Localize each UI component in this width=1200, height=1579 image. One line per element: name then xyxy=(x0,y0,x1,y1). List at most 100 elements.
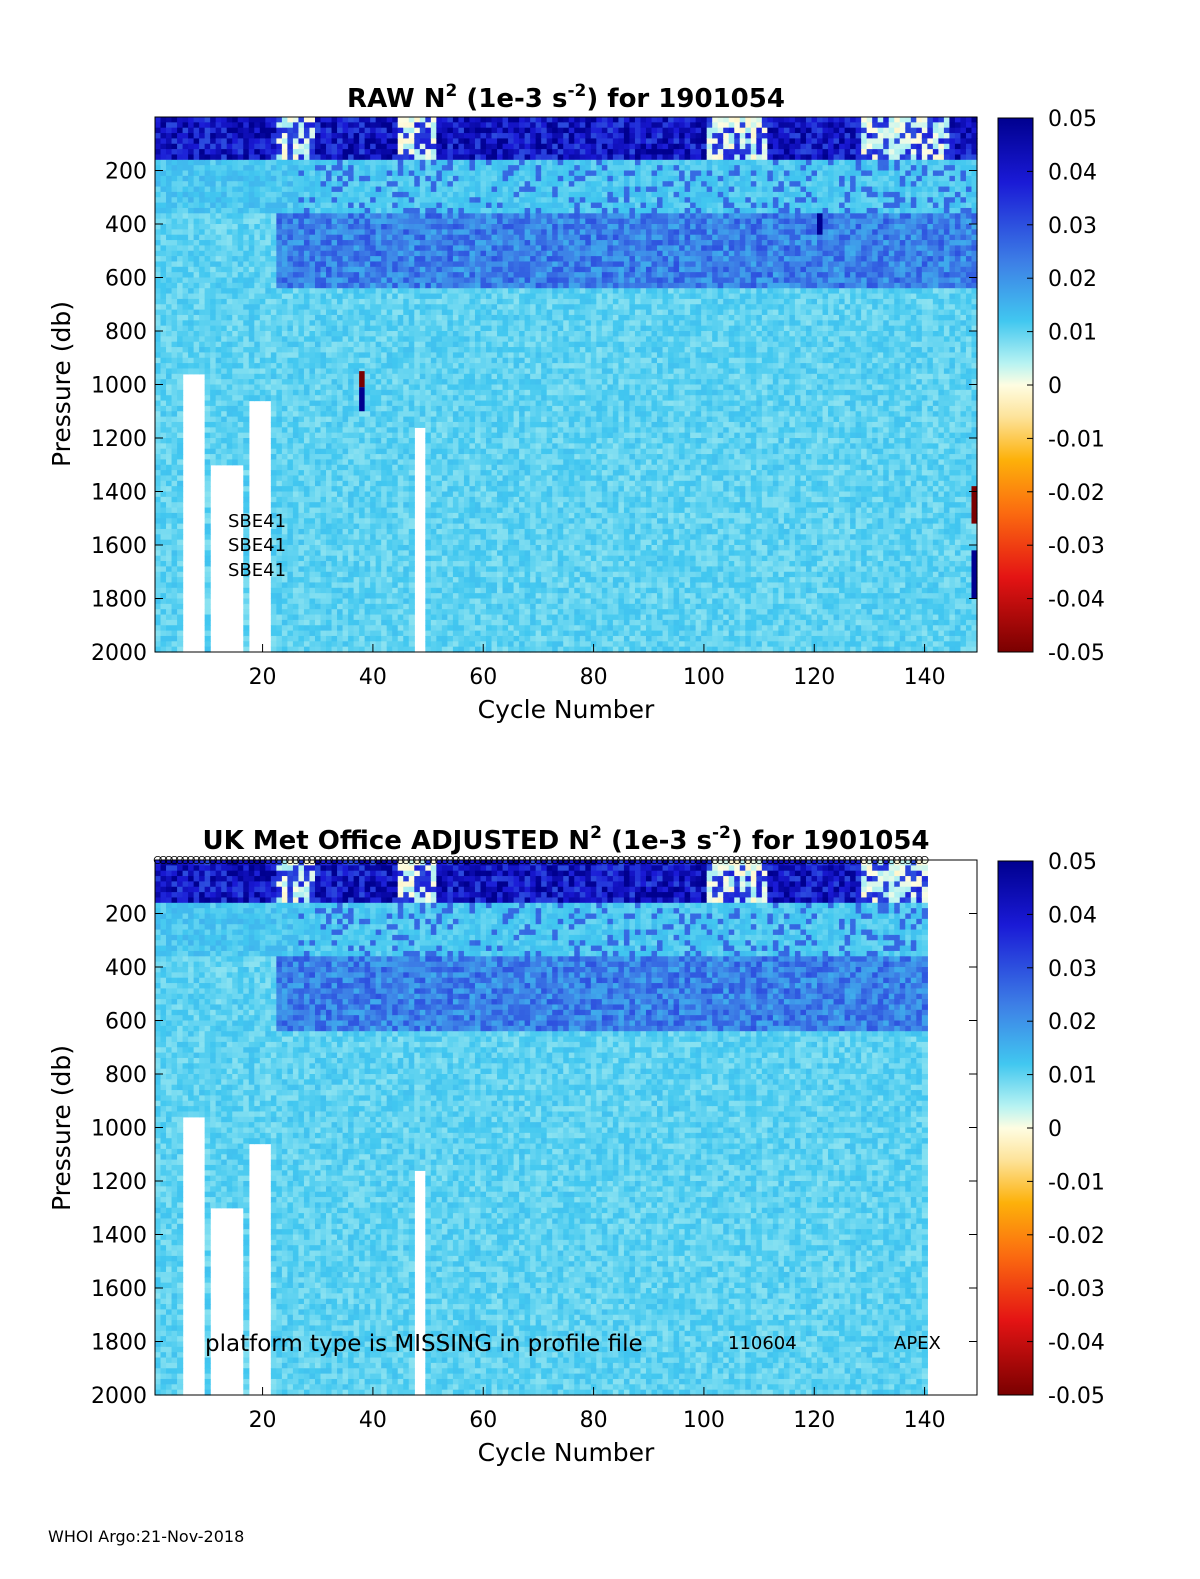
heatmap-cell xyxy=(292,277,300,284)
heatmap-cell xyxy=(199,282,206,289)
heatmap-cell xyxy=(166,154,173,161)
heatmap-cell xyxy=(281,630,289,637)
heatmap-cell xyxy=(425,405,432,412)
heatmap-cell xyxy=(447,491,454,498)
heatmap-cell xyxy=(441,240,448,246)
heatmap-cell xyxy=(188,250,195,257)
heatmap-cell xyxy=(155,486,162,493)
heatmap-cell xyxy=(270,416,277,423)
heatmap-cell xyxy=(259,293,266,300)
heatmap-cell xyxy=(458,202,465,209)
heatmap-cell xyxy=(281,432,289,439)
heatmap-cell xyxy=(386,518,393,525)
heatmap-cell xyxy=(177,357,184,364)
heatmap-cell xyxy=(375,400,382,407)
heatmap-cell xyxy=(232,432,239,439)
heatmap-cell xyxy=(430,539,437,546)
heatmap-cell xyxy=(392,159,399,166)
heatmap-cell xyxy=(397,197,404,204)
heatmap-cell xyxy=(292,266,300,273)
heatmap-cell xyxy=(177,625,184,632)
heatmap-cell xyxy=(337,154,344,161)
heatmap-cell xyxy=(265,277,272,284)
heatmap-cell xyxy=(403,614,410,621)
heatmap-cell xyxy=(364,635,371,642)
heatmap-cell xyxy=(441,416,448,423)
heatmap-cell xyxy=(458,143,465,150)
heatmap-cell xyxy=(303,191,311,198)
heatmap-cell xyxy=(177,159,184,166)
heatmap-cell xyxy=(436,389,443,396)
heatmap-cell xyxy=(425,175,432,182)
heatmap-cell xyxy=(314,619,322,626)
heatmap-cell xyxy=(381,122,388,129)
heatmap-cell xyxy=(430,229,437,236)
heatmap-cell xyxy=(177,641,184,648)
heatmap-cell xyxy=(386,325,393,332)
heatmap-cell xyxy=(265,240,272,246)
heatmap-cell xyxy=(270,341,277,348)
heatmap-cell xyxy=(353,304,360,311)
heatmap-cell xyxy=(425,443,432,450)
heatmap-cell xyxy=(160,609,167,616)
heatmap-cell xyxy=(281,400,289,407)
heatmap-cell xyxy=(375,127,382,134)
heatmap-cell xyxy=(403,325,410,332)
heatmap-cell xyxy=(364,480,371,487)
heatmap-cell xyxy=(452,331,460,337)
heatmap-cell xyxy=(375,368,382,375)
heatmap-cell xyxy=(309,379,316,386)
heatmap-cell xyxy=(281,143,289,150)
heatmap-cell xyxy=(155,539,162,546)
heatmap-cell xyxy=(436,609,443,616)
heatmap-cell xyxy=(452,577,460,584)
heatmap-cell xyxy=(292,368,300,375)
heatmap-cell xyxy=(375,213,382,220)
heatmap-cell xyxy=(419,309,426,316)
heatmap-cell xyxy=(215,234,222,241)
heatmap-cell xyxy=(392,207,399,214)
heatmap-cell xyxy=(303,250,311,257)
heatmap-cell xyxy=(441,545,448,551)
heatmap-cell xyxy=(436,566,443,573)
heatmap-cell xyxy=(320,245,327,252)
heatmap-cell xyxy=(452,277,460,284)
heatmap-cell xyxy=(320,389,327,396)
heatmap-cell xyxy=(419,197,426,204)
heatmap-cell xyxy=(171,593,178,600)
heatmap-cell xyxy=(337,149,344,156)
heatmap-cell xyxy=(370,261,377,268)
heatmap-cell xyxy=(386,277,393,284)
heatmap-cell xyxy=(270,245,277,252)
heatmap-cell xyxy=(303,619,311,626)
heatmap-cell xyxy=(397,373,404,380)
heatmap-cell xyxy=(425,347,432,353)
heatmap-cell xyxy=(337,250,344,257)
heatmap-cell xyxy=(287,421,294,428)
heatmap-cell xyxy=(171,373,178,380)
heatmap-cell xyxy=(171,218,178,225)
heatmap-cell xyxy=(309,250,316,257)
heatmap-cell xyxy=(381,282,388,289)
heatmap-cell xyxy=(287,571,294,578)
heatmap-cell xyxy=(419,240,426,246)
heatmap-cell xyxy=(270,571,277,578)
heatmap-cell xyxy=(375,427,382,434)
heatmap-cell xyxy=(348,170,355,177)
heatmap-cell xyxy=(348,325,355,332)
heatmap-cell xyxy=(193,186,200,193)
heatmap-cell xyxy=(188,298,195,305)
heatmap-cell xyxy=(359,502,366,509)
heatmap-cell xyxy=(348,133,355,139)
heatmap-cell xyxy=(281,266,289,273)
heatmap-cell xyxy=(430,261,437,268)
heatmap-cell xyxy=(408,523,415,530)
heatmap-cell xyxy=(370,571,377,578)
heatmap-cell xyxy=(204,218,211,225)
heatmap-cell xyxy=(403,117,410,123)
heatmap-cell xyxy=(243,630,250,637)
heatmap-cell xyxy=(160,277,167,284)
heatmap-cell xyxy=(204,646,211,653)
heatmap-cell xyxy=(199,138,206,145)
heatmap-cell xyxy=(392,480,399,487)
